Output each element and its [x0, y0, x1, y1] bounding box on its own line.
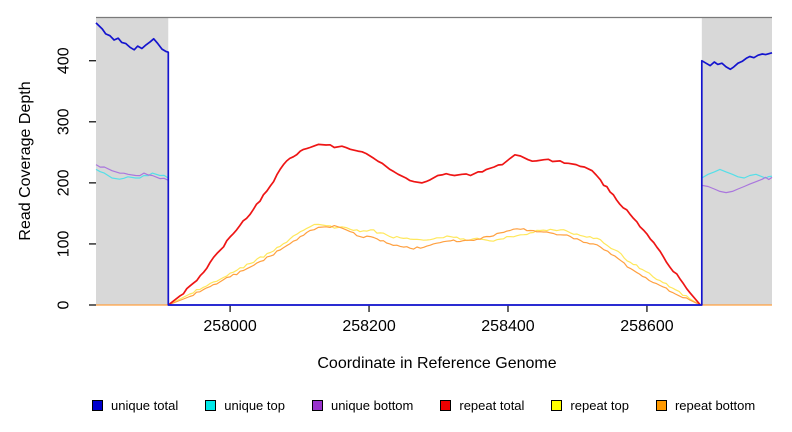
- legend-item-repeat-total: repeat total: [440, 398, 524, 413]
- legend-swatch-repeat-total: [440, 400, 452, 411]
- y-tick-label: 400: [56, 47, 73, 74]
- x-tick-label: 258400: [481, 318, 534, 335]
- legend-swatch-unique-total: [92, 400, 103, 411]
- legend-swatch-unique-top: [205, 400, 217, 411]
- series-line-unique-total: [95, 22, 773, 306]
- x-tick-label: 258200: [342, 318, 395, 335]
- legend-item-unique-bottom: unique bottom: [311, 398, 414, 413]
- legend-item-repeat-top: repeat top: [551, 398, 629, 413]
- legend: unique total unique top unique bottom re…: [92, 398, 755, 413]
- legend-label-unique-bottom: unique bottom: [330, 398, 414, 413]
- series-line-repeat-bottom: [96, 225, 772, 306]
- legend-swatch-repeat-bottom: [655, 400, 667, 411]
- x-axis-title: Coordinate in Reference Genome: [317, 355, 557, 372]
- series-line-unique-top: [95, 168, 773, 306]
- legend-label-repeat-top: repeat top: [570, 398, 629, 413]
- y-tick-label: 100: [56, 230, 73, 257]
- legend-swatch-repeat-top: [551, 400, 563, 411]
- legend-label-repeat-total: repeat total: [459, 398, 525, 413]
- legend-item-unique-total: unique total: [92, 398, 178, 413]
- y-tick-label: 0: [56, 300, 73, 309]
- legend-swatch-unique-bottom: [311, 400, 323, 411]
- y-tick-label: 300: [56, 108, 73, 135]
- legend-item-repeat-bottom: repeat bottom: [655, 398, 756, 413]
- x-tick-label: 258000: [203, 318, 256, 335]
- y-tick-label: 200: [56, 169, 73, 196]
- legend-item-unique-top: unique top: [205, 398, 285, 413]
- shaded-region: [96, 17, 169, 305]
- legend-label-unique-total: unique total: [111, 398, 179, 413]
- shaded-region: [701, 17, 772, 305]
- legend-label-unique-top: unique top: [224, 398, 285, 413]
- y-axis-title: Read Coverage Depth: [17, 81, 34, 241]
- series-line-unique-bottom: [95, 164, 773, 306]
- series-line-repeat-total: [167, 143, 702, 306]
- legend-label-repeat-bottom: repeat bottom: [674, 398, 756, 413]
- x-tick-label: 258600: [620, 318, 673, 335]
- series-line-repeat-top: [168, 223, 701, 306]
